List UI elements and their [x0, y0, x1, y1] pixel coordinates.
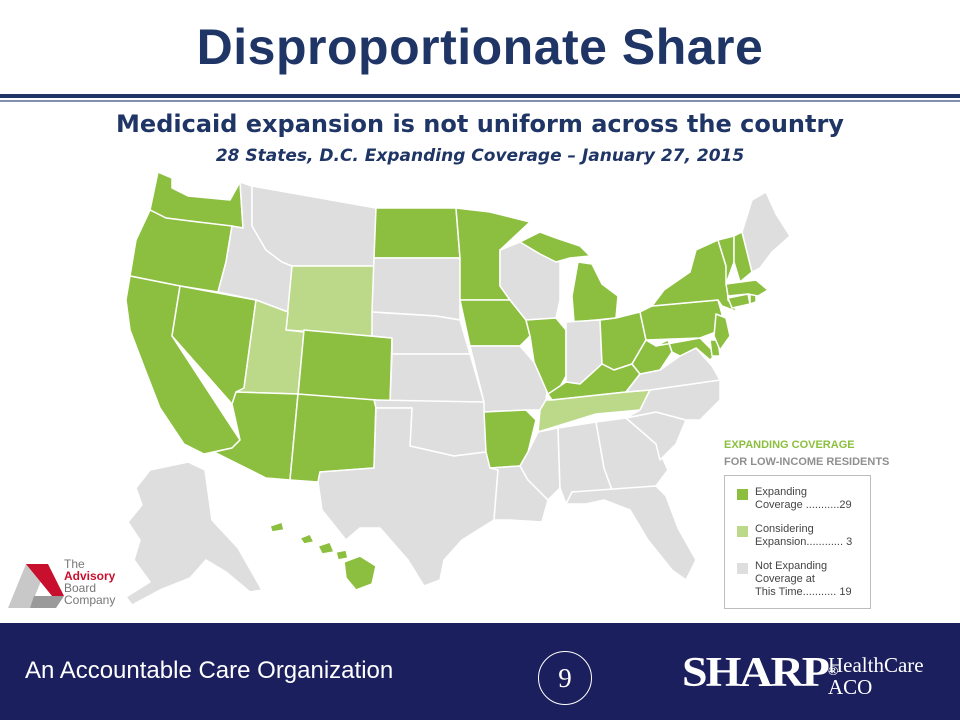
state-WY	[285, 265, 375, 337]
state-MT	[251, 185, 377, 267]
page-title: Disproportionate Share	[196, 19, 764, 75]
state-MI-LP	[571, 261, 619, 323]
state-ND	[373, 207, 461, 259]
slide-date-caption: 28 States, D.C. Expanding Coverage – Jan…	[215, 146, 745, 166]
advisory-logo-line1: The	[64, 557, 85, 571]
state-TX	[317, 407, 499, 587]
healthcare-label: HealthCare	[828, 653, 924, 677]
state-AK	[125, 461, 263, 606]
state-VT	[717, 235, 735, 285]
legend-swatch-not-expanding	[737, 563, 748, 574]
state-KS	[389, 353, 485, 405]
legend-label-expanding: Expanding Coverage ...........29	[755, 486, 852, 511]
legend-subheading: FOR LOW-INCOME RESIDENTS	[724, 456, 890, 468]
advisory-board-logo-text: The Advisory Board Company	[64, 558, 115, 606]
legend-heading: EXPANDING COVERAGE	[724, 439, 855, 451]
map-states	[125, 171, 791, 606]
page-number: 9	[558, 662, 572, 693]
legend-item-considering: Considering Expansion............ 3	[737, 523, 877, 549]
us-medicaid-map	[125, 171, 791, 606]
footer-bar: An Accountable Care Organization 9 SHARP…	[0, 623, 960, 720]
state-HI	[269, 521, 377, 591]
legend-label-not-expanding: Not Expanding Coverage at This Time.....…	[755, 560, 852, 598]
aco-label: ACO	[828, 675, 873, 699]
sharp-registered-mark: ®	[827, 664, 839, 679]
legend-label-considering: Considering Expansion............ 3	[755, 523, 853, 548]
legend-swatch-expanding	[737, 489, 748, 500]
state-CO	[297, 329, 393, 405]
advisory-board-logo-icon	[8, 564, 64, 608]
state-MI-UP	[519, 231, 591, 263]
title-divider-thin	[0, 100, 960, 102]
state-FL	[565, 485, 697, 581]
sharp-brand: SHARP	[682, 648, 830, 695]
legend-swatch-considering	[737, 526, 748, 537]
title-divider	[0, 94, 960, 98]
state-SD	[371, 257, 461, 321]
page-number-badge: 9	[538, 651, 592, 705]
state-MA	[725, 279, 769, 297]
state-NH	[733, 231, 753, 283]
state-MD	[655, 337, 717, 361]
advisory-logo-line3: Board	[64, 581, 97, 595]
legend-item-expanding: Expanding Coverage ...........29	[737, 486, 877, 512]
slide-subtitle: Medicaid expansion is not uniform across…	[116, 110, 844, 138]
advisory-logo-line4: Company	[64, 593, 116, 607]
sharp-logo: SHARP®	[682, 648, 839, 695]
legend-item-not-expanding: Not Expanding Coverage at This Time.....…	[737, 560, 877, 599]
footer-tagline: An Accountable Care Organization	[25, 657, 394, 684]
advisory-logo-line2: Advisory	[64, 569, 116, 583]
state-MS	[519, 427, 561, 501]
map-legend: Expanding Coverage ...........29 Conside…	[724, 475, 871, 609]
state-NJ	[713, 313, 731, 351]
state-ME	[741, 191, 791, 273]
